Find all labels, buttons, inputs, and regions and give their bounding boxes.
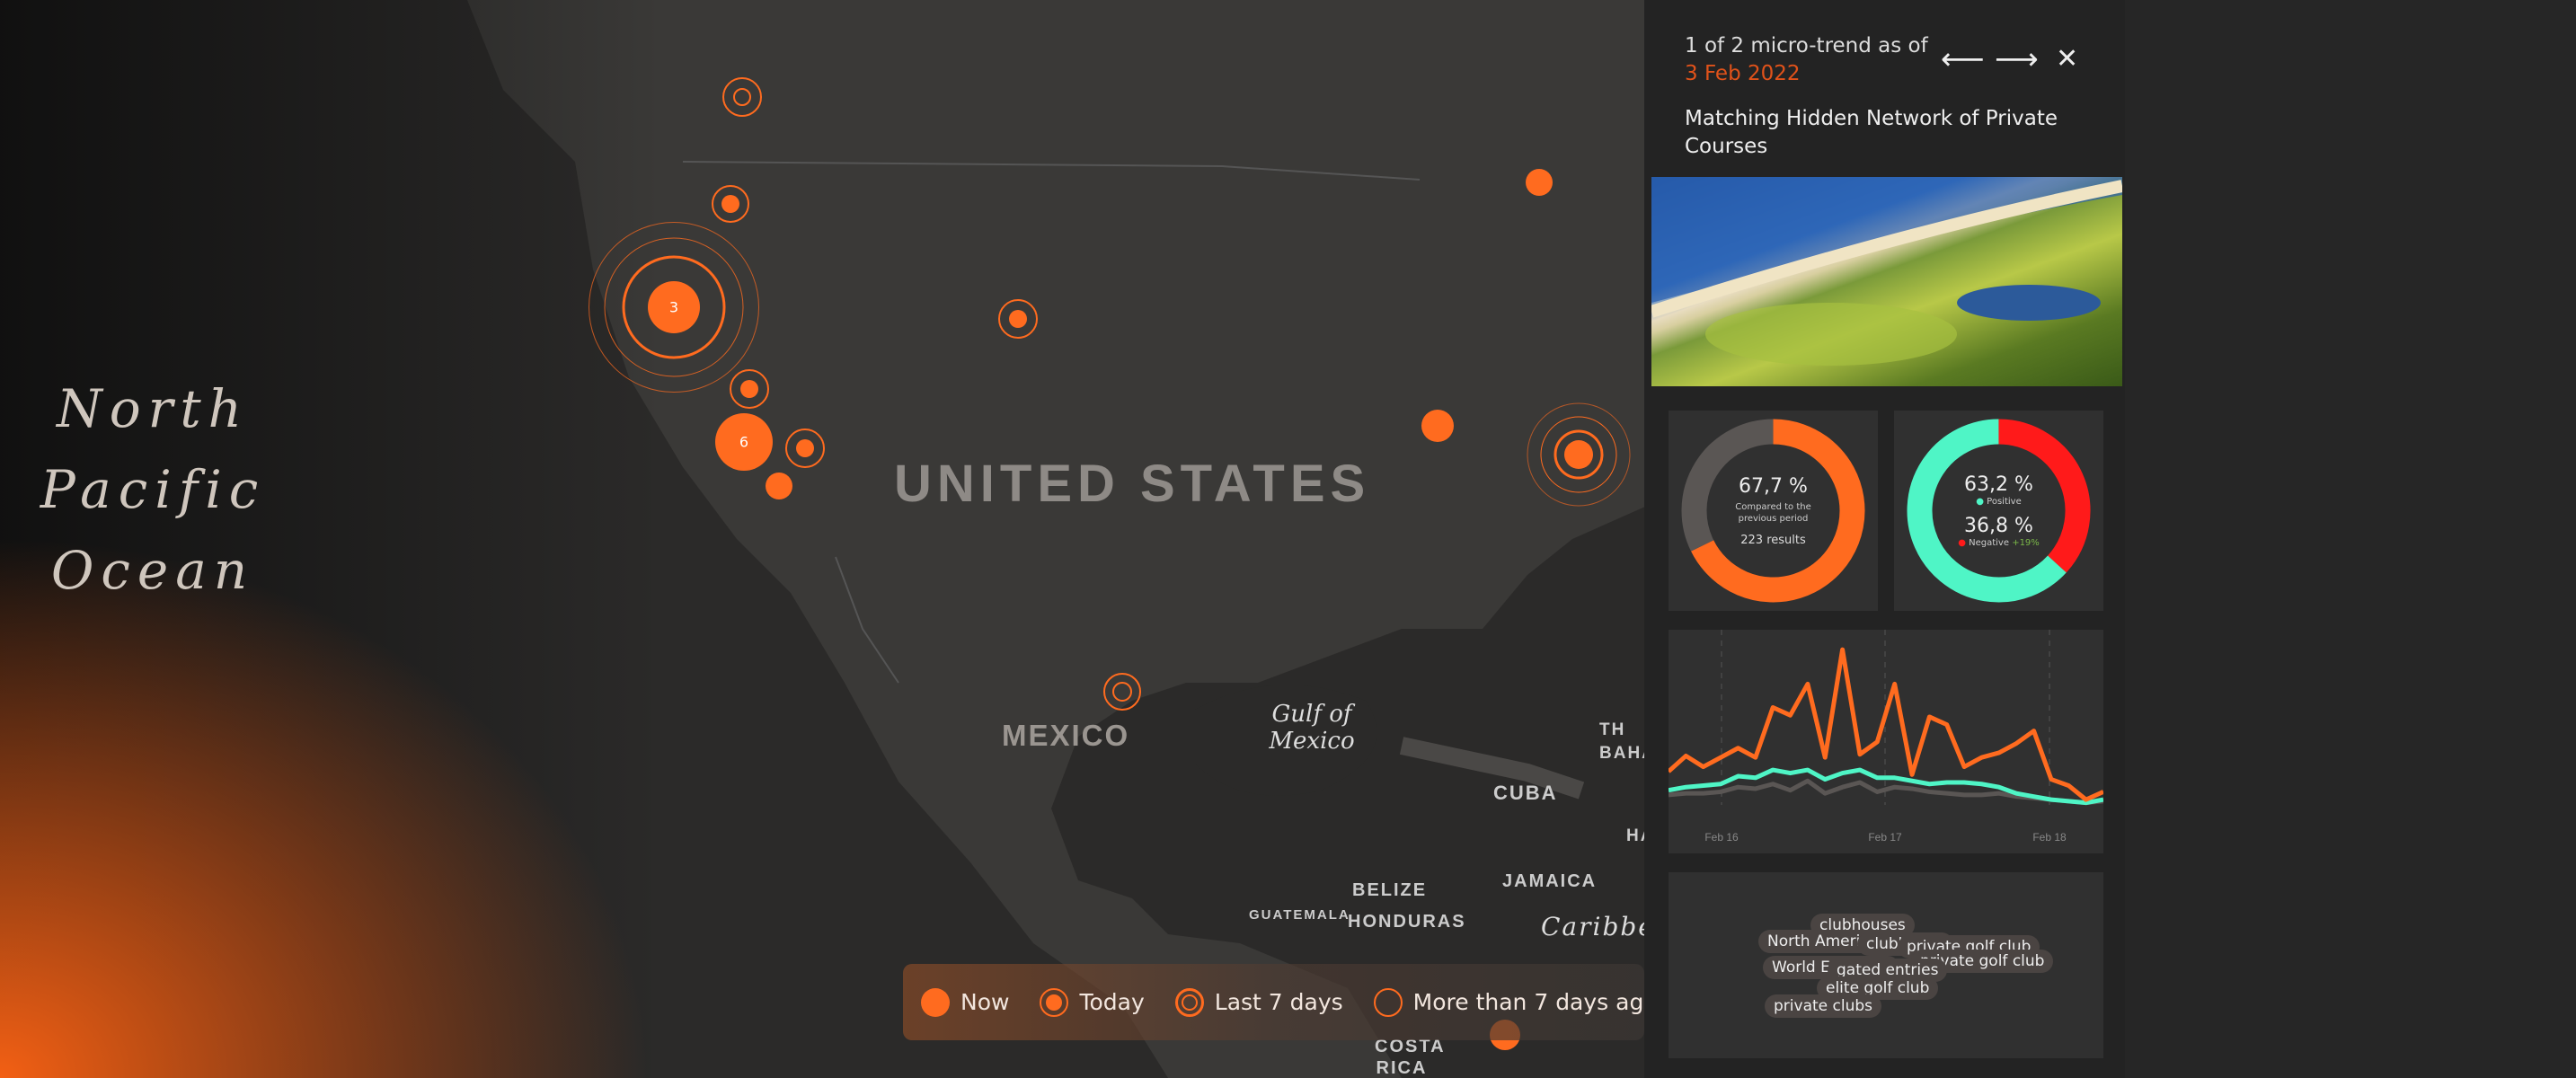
- map-marker-now[interactable]: [1526, 169, 1553, 196]
- country-label-honduras: HONDURAS: [1348, 912, 1466, 932]
- map[interactable]: North Pacific Ocean UNITED STATES MEXICO…: [0, 0, 1653, 1078]
- map-marker-now[interactable]: [1564, 440, 1593, 469]
- legend-label: Today: [1079, 989, 1145, 1015]
- cluster-count: 6: [739, 433, 749, 451]
- map-marker-last7[interactable]: [1103, 673, 1141, 711]
- map-marker-today[interactable]: [998, 299, 1038, 339]
- arrow-left-icon[interactable]: ⟵: [1941, 41, 1985, 77]
- legend-label: Now: [960, 989, 1010, 1015]
- donut-segment-positive: [1907, 419, 2067, 603]
- ocean-label: North Pacific Ocean: [40, 378, 266, 601]
- legend-item-now[interactable]: Now: [921, 987, 1010, 1017]
- x-tick-label: Feb 17: [1868, 831, 1902, 844]
- marker-today-icon: [1040, 987, 1069, 1017]
- trend-title: Matching Hidden Network of Private Cours…: [1685, 107, 2058, 158]
- x-tick-label: Feb 18: [2032, 831, 2067, 844]
- map-marker-today[interactable]: [712, 185, 749, 223]
- map-cluster-ring-outer: [589, 222, 759, 393]
- sentiment-donut: [1907, 419, 2091, 603]
- sentiment-donut-card: 63,2 % ● Positive 36,8 % ● Negative +19%: [1894, 411, 2103, 611]
- gulf-label: Gulf of Mexico: [1269, 701, 1355, 755]
- trend-counter: 1 of 2 micro-trend as of: [1685, 34, 1928, 57]
- cluster-count: 3: [668, 298, 679, 316]
- close-icon[interactable]: ✕: [2056, 43, 2079, 75]
- country-label-bahamas: TH BAHA: [1599, 720, 1653, 763]
- map-cluster-6[interactable]: [715, 413, 773, 471]
- arrow-right-icon[interactable]: ⟶: [1995, 41, 2039, 77]
- country-label-mexico: MEXICO: [1002, 719, 1130, 752]
- map-gradient-overlay: [0, 0, 1653, 1078]
- map-cluster-ring-inner: [622, 255, 726, 359]
- positive-dot-icon: ●: [1976, 496, 1984, 507]
- positive-percent: 63,2 %: [1964, 473, 2033, 496]
- legend-item-last7[interactable]: Last 7 days: [1174, 987, 1343, 1017]
- trend-line-chart: Feb 16 Feb 17 Feb 18: [1667, 630, 2105, 853]
- micro-trend-panel: 1 of 2 micro-trend as of 3 Feb 2022 ⟵ ⟶ …: [1644, 0, 2125, 1078]
- country-label-guatemala: GUATEMALA: [1249, 907, 1350, 923]
- legend-label: More than 7 days ago: [1412, 989, 1653, 1015]
- country-label-belize: BELIZE: [1352, 880, 1428, 900]
- map-marker-ring: [1527, 402, 1631, 507]
- country-label-costa-rica: COSTA RICA: [1375, 1037, 1446, 1078]
- legend-label: Last 7 days: [1214, 989, 1343, 1015]
- panel-header: 1 of 2 micro-trend as of 3 Feb 2022: [1685, 32, 1928, 88]
- donut-segment-current: [1691, 419, 1865, 603]
- map-marker-now[interactable]: [1421, 410, 1454, 442]
- sea-label-caribbean: Caribbe: [1541, 912, 1653, 941]
- series-line: [1668, 767, 2104, 806]
- map-cluster-ring-middle: [604, 237, 744, 377]
- positive-label: Positive: [1987, 496, 2022, 507]
- negative-label: Negative: [1969, 537, 2009, 548]
- negative-percent: 36,8 %: [1964, 514, 2033, 537]
- trend-image: [1651, 177, 2122, 386]
- country-label-jamaica: JAMAICA: [1502, 871, 1598, 891]
- map-marker-ring: [1554, 429, 1604, 480]
- map-legend: Now Today Last 7 days More than 7 days a…: [903, 964, 1653, 1040]
- map-marker-ring: [1540, 416, 1617, 493]
- results-count: 223 results: [1740, 533, 1806, 547]
- map-marker-today[interactable]: [785, 429, 825, 468]
- volume-donut-card: 67,7 % Compared to the previous period 2…: [1669, 411, 1878, 611]
- marker-older-icon: [1373, 987, 1403, 1017]
- series-line: [1667, 647, 2105, 802]
- map-marker-last7[interactable]: [722, 77, 762, 117]
- trend-date: 3 Feb 2022: [1685, 62, 1801, 85]
- legend-item-older[interactable]: More than 7 days ago: [1373, 987, 1653, 1017]
- keyword-tag[interactable]: private clubs: [1765, 994, 1882, 1018]
- legend-item-today[interactable]: Today: [1040, 987, 1145, 1017]
- marker-now-icon: [921, 987, 950, 1017]
- country-label-us: UNITED STATES: [894, 455, 1371, 513]
- marker-last7-icon: [1174, 987, 1204, 1017]
- donut-segment-negative: [1998, 419, 2091, 573]
- volume-donut: [1681, 419, 1865, 603]
- negative-change: +19%: [2012, 537, 2040, 548]
- donut-segment-remaining: [1681, 419, 1774, 552]
- x-tick-label: Feb 16: [1704, 831, 1739, 844]
- negative-dot-icon: ●: [1958, 537, 1966, 548]
- line-chart-svg: Feb 16 Feb 17 Feb 18: [1667, 630, 2105, 844]
- map-cluster-3[interactable]: [648, 281, 700, 333]
- volume-percent: 67,7 %: [1739, 474, 1808, 498]
- country-label-cuba: CUBA: [1493, 782, 1558, 804]
- volume-caption: Compared to the previous period: [1735, 501, 1811, 524]
- keyword-cloud: clubhouses North America clubhouse priva…: [1669, 872, 2103, 1058]
- map-marker-now[interactable]: [766, 473, 792, 499]
- map-marker-today[interactable]: [730, 369, 769, 409]
